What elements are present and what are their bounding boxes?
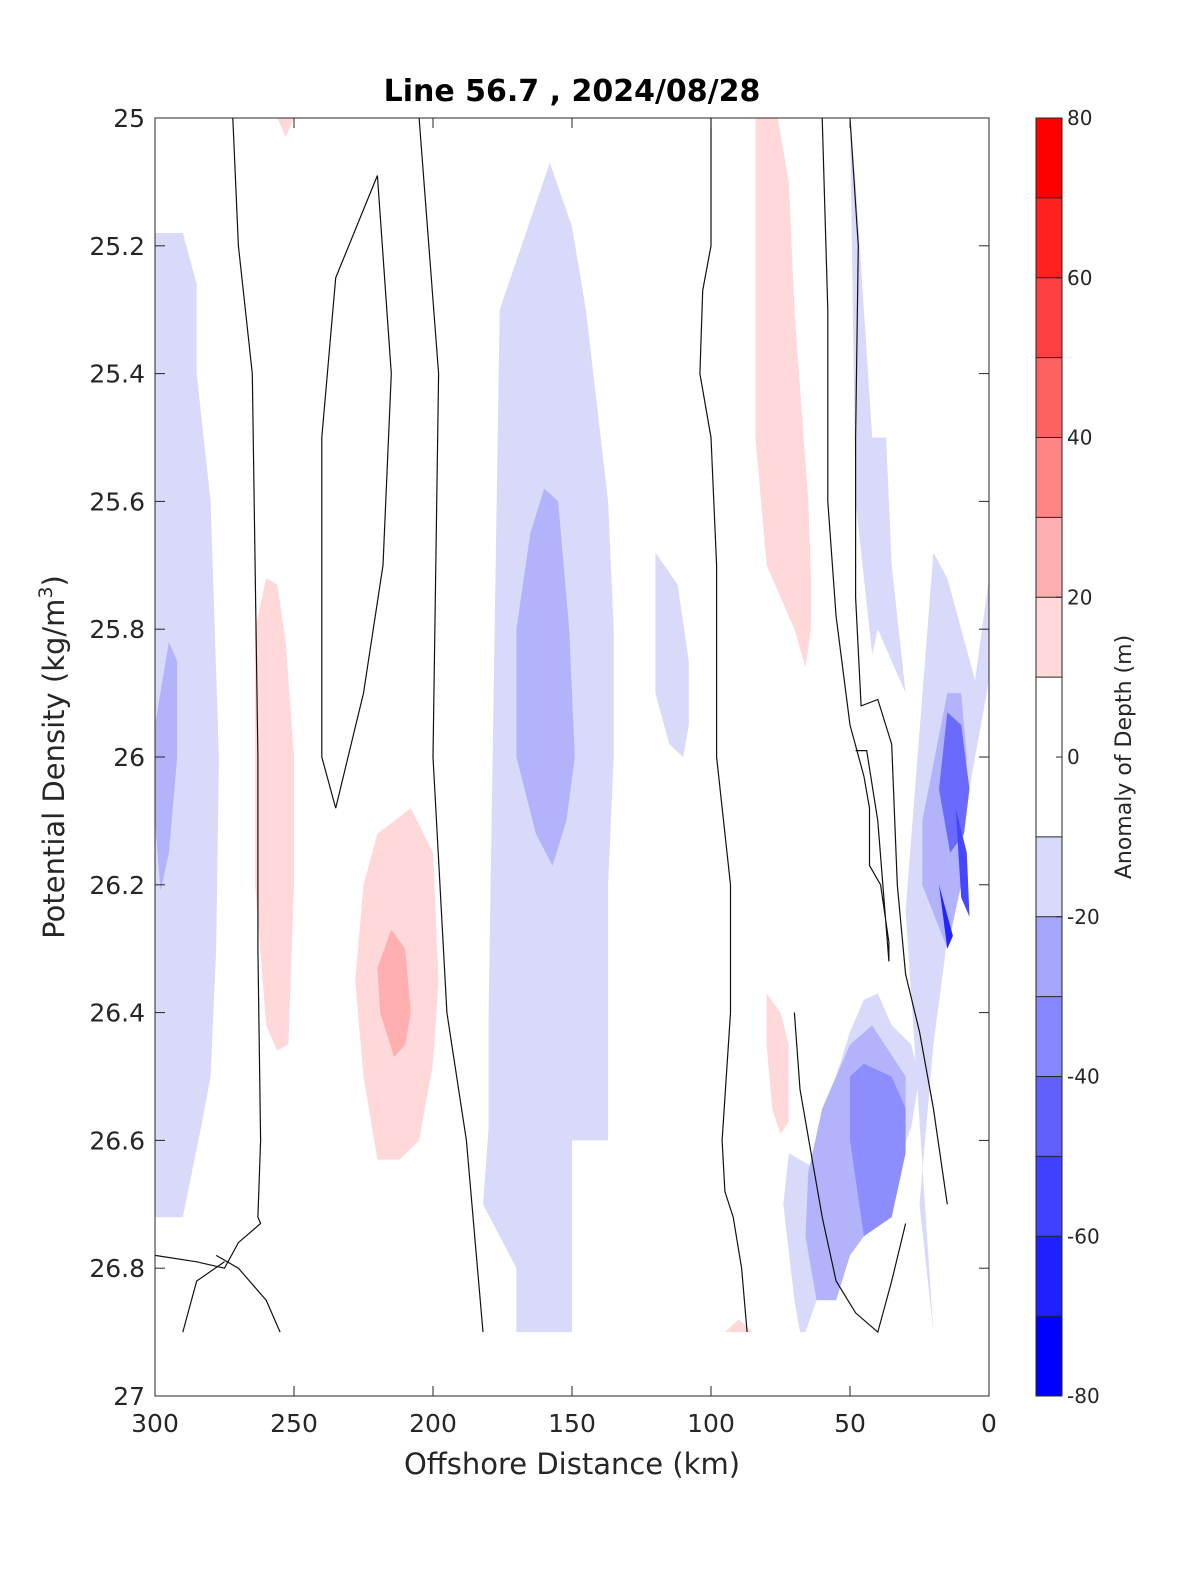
colorbar-bin bbox=[1036, 357, 1062, 438]
x-tick-label: 200 bbox=[409, 1409, 457, 1438]
anomaly-region-7 bbox=[516, 488, 575, 866]
colorbar-bin bbox=[1036, 197, 1062, 278]
y-tick-label: 25.4 bbox=[89, 360, 145, 389]
y-tick-label: 26.8 bbox=[89, 1254, 145, 1283]
colorbar-tick-label: -40 bbox=[1067, 1065, 1100, 1089]
colorbar-bin bbox=[1036, 597, 1062, 678]
plot-area: 300 250 200 150 100 50 0 2525.225.425.625.8262… bbox=[89, 104, 997, 1438]
anomaly-fill-layer bbox=[155, 118, 989, 1333]
zero-contour-line-0 bbox=[155, 118, 262, 1269]
colorbar-bin bbox=[1036, 836, 1062, 917]
y-axis-label-main: Potential Density (kg/m bbox=[37, 599, 71, 939]
colorbar: 80 60 40 20 0 -20 -40 -60 -80 Anomaly of Depth (… bbox=[1035, 106, 1137, 1408]
colorbar-tick-label: 0 bbox=[1067, 745, 1080, 769]
anomaly-region-3 bbox=[277, 118, 294, 138]
colorbar-tick-label: 60 bbox=[1067, 266, 1092, 290]
x-axis-label: Offshore Distance (km) bbox=[404, 1447, 740, 1481]
colorbar-bin bbox=[1036, 517, 1062, 598]
colorbar-bin bbox=[1036, 996, 1062, 1077]
colorbar-bin bbox=[1036, 118, 1062, 198]
colorbar-tick-label: 40 bbox=[1067, 426, 1092, 450]
y-tick-label: 25 bbox=[113, 104, 145, 133]
y-axis-ticks: 25 25.2 25.4 25.6 25.8 26 26.2 26.4 26.6 26.8 27 bbox=[89, 104, 989, 1411]
colorbar-ticks: 80 60 40 20 0 -20 -40 -60 -80 bbox=[1056, 106, 1100, 1408]
colorbar-bin bbox=[1036, 1156, 1062, 1237]
anomaly-region-0 bbox=[155, 233, 219, 1218]
y-tick-label: 25.2 bbox=[89, 232, 145, 261]
y-tick-label: 26.6 bbox=[89, 1126, 145, 1155]
colorbar-tick-label: 80 bbox=[1067, 106, 1092, 130]
y-tick-label: 25.8 bbox=[89, 615, 145, 644]
anomaly-region-13 bbox=[905, 552, 989, 1333]
colorbar-bin bbox=[1036, 1076, 1062, 1157]
anomaly-region-8 bbox=[655, 552, 689, 757]
anomaly-region-5 bbox=[377, 929, 411, 1058]
y-axis-label-superscript: 3 bbox=[35, 586, 57, 598]
y-tick-label: 27 bbox=[113, 1382, 145, 1411]
colorbar-label: Anomaly of Depth (m) bbox=[1112, 635, 1137, 879]
y-axis-label-close: ) bbox=[37, 575, 71, 586]
colorbar-bin bbox=[1036, 277, 1062, 358]
anomaly-region-10 bbox=[766, 993, 789, 1134]
zero-contour-line-1 bbox=[215, 1254, 281, 1333]
x-axis-ticks: 300 250 200 150 100 50 0 bbox=[131, 118, 997, 1438]
zero-contour-line-2 bbox=[182, 1261, 225, 1333]
colorbar-bin bbox=[1036, 916, 1062, 997]
y-tick-label: 26.4 bbox=[89, 999, 145, 1028]
zero-contour-line-8 bbox=[793, 1012, 907, 1334]
anomaly-region-17 bbox=[850, 1063, 906, 1237]
y-tick-label: 26 bbox=[113, 743, 145, 772]
x-tick-label: 50 bbox=[834, 1409, 866, 1438]
colorbar-bin bbox=[1036, 437, 1062, 518]
anomaly-region-20 bbox=[939, 884, 953, 949]
colorbar-bin bbox=[1036, 1316, 1062, 1396]
anomaly-region-12 bbox=[850, 118, 906, 694]
anomaly-region-1 bbox=[155, 642, 178, 892]
zero-contour-line-4 bbox=[321, 175, 392, 809]
colorbar-tick-label: -80 bbox=[1067, 1384, 1100, 1408]
x-tick-label: 0 bbox=[981, 1409, 997, 1438]
colorbar-tick-label: -60 bbox=[1067, 1224, 1100, 1248]
x-tick-label: 100 bbox=[687, 1409, 735, 1438]
chart-title: Line 56.7 , 2024/08/28 bbox=[384, 74, 761, 109]
x-tick-label: 300 bbox=[131, 1409, 179, 1438]
zero-contour-layer bbox=[155, 118, 948, 1334]
zero-contour-line-6 bbox=[849, 118, 948, 1205]
anomaly-region-19 bbox=[955, 808, 970, 917]
x-tick-label: 150 bbox=[548, 1409, 596, 1438]
x-tick-label: 250 bbox=[270, 1409, 318, 1438]
colorbar-tick-label: -20 bbox=[1067, 905, 1100, 929]
anomaly-region-9 bbox=[755, 118, 812, 668]
anomaly-region-18 bbox=[939, 712, 970, 853]
zero-contour-line-5 bbox=[699, 118, 748, 1333]
y-tick-label: 26.2 bbox=[89, 871, 145, 900]
anomaly-region-11 bbox=[724, 1319, 753, 1333]
zero-contour-line-7 bbox=[821, 118, 890, 962]
y-tick-label: 25.6 bbox=[89, 487, 145, 516]
zero-contour-line-3 bbox=[418, 118, 484, 1333]
anomaly-region-2 bbox=[255, 578, 294, 1051]
y-axis-label: Potential Density (kg/m3) bbox=[35, 575, 71, 939]
colorbar-bin bbox=[1036, 1236, 1062, 1317]
colorbar-tick-label: 20 bbox=[1067, 585, 1092, 609]
